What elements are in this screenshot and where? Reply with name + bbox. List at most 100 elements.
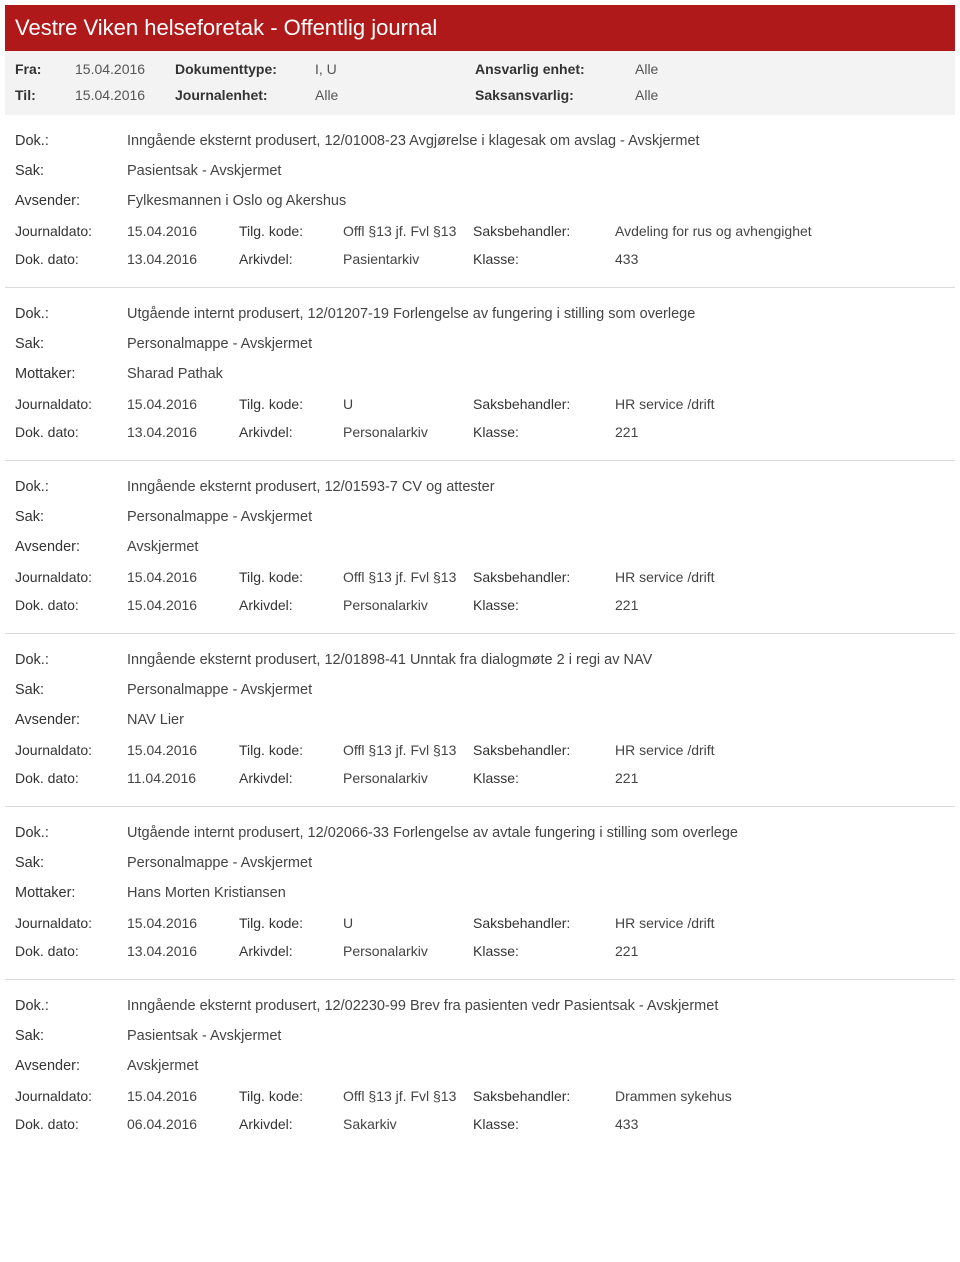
party-value: NAV Lier <box>127 712 184 728</box>
arkivdel-value: Personalarkiv <box>343 943 473 959</box>
dokdato-value: 13.04.2016 <box>127 251 239 267</box>
klasse-value: 433 <box>615 1116 945 1132</box>
dok-value: Utgående internt produsert, 12/02066-33 … <box>127 825 738 841</box>
fra-value: 15.04.2016 <box>75 61 175 77</box>
saksbehandler-value: Avdeling for rus og avhengighet <box>615 223 945 239</box>
party-value: Avskjermet <box>127 539 198 555</box>
filter-bar: Fra: 15.04.2016 Dokumenttype: I, U Ansva… <box>5 51 955 115</box>
journaldato-value: 15.04.2016 <box>127 1088 239 1104</box>
journalenhet-value: Alle <box>315 87 475 103</box>
party-value: Hans Morten Kristiansen <box>127 885 286 901</box>
doktype-label: Dokumenttype: <box>175 61 315 77</box>
journal-entry: Dok.:Utgående internt produsert, 12/0120… <box>5 288 955 461</box>
saksbehandler-value: Drammen sykehus <box>615 1088 945 1104</box>
saksansvarlig-value: Alle <box>635 87 755 103</box>
tilgkode-value: Offl §13 jf. Fvl §13 <box>343 223 473 239</box>
tilgkode-label: Tilg. kode: <box>239 742 343 758</box>
klasse-label: Klasse: <box>473 943 615 959</box>
dokdato-label: Dok. dato: <box>15 943 127 959</box>
klasse-label: Klasse: <box>473 1116 615 1132</box>
dokdato-label: Dok. dato: <box>15 1116 127 1132</box>
tilgkode-label: Tilg. kode: <box>239 915 343 931</box>
klasse-label: Klasse: <box>473 251 615 267</box>
arkivdel-value: Sakarkiv <box>343 1116 473 1132</box>
dok-label: Dok.: <box>15 133 127 149</box>
dok-label: Dok.: <box>15 306 127 322</box>
sak-label: Sak: <box>15 855 127 871</box>
journaldato-label: Journaldato: <box>15 396 127 412</box>
journal-entry: Dok.:Inngående eksternt produsert, 12/01… <box>5 461 955 634</box>
saksansvarlig-label: Saksansvarlig: <box>475 87 635 103</box>
dok-value: Utgående internt produsert, 12/01207-19 … <box>127 306 695 322</box>
dok-label: Dok.: <box>15 998 127 1014</box>
journal-entry: Dok.:Utgående internt produsert, 12/0206… <box>5 807 955 980</box>
tilgkode-label: Tilg. kode: <box>239 569 343 585</box>
journaldato-value: 15.04.2016 <box>127 915 239 931</box>
sak-value: Personalmappe - Avskjermet <box>127 336 312 352</box>
sak-value: Pasientsak - Avskjermet <box>127 163 281 179</box>
klasse-value: 221 <box>615 770 945 786</box>
sak-value: Personalmappe - Avskjermet <box>127 682 312 698</box>
tilgkode-value: Offl §13 jf. Fvl §13 <box>343 1088 473 1104</box>
dokdato-value: 15.04.2016 <box>127 597 239 613</box>
party-label: Avsender: <box>15 193 127 209</box>
saksbehandler-label: Saksbehandler: <box>473 915 615 931</box>
journaldato-label: Journaldato: <box>15 1088 127 1104</box>
saksbehandler-label: Saksbehandler: <box>473 396 615 412</box>
sak-label: Sak: <box>15 336 127 352</box>
journaldato-label: Journaldato: <box>15 742 127 758</box>
doktype-value: I, U <box>315 61 475 77</box>
tilgkode-value: Offl §13 jf. Fvl §13 <box>343 742 473 758</box>
dok-label: Dok.: <box>15 652 127 668</box>
tilgkode-label: Tilg. kode: <box>239 223 343 239</box>
journaldato-value: 15.04.2016 <box>127 742 239 758</box>
klasse-value: 433 <box>615 251 945 267</box>
arkivdel-label: Arkivdel: <box>239 1116 343 1132</box>
arkivdel-value: Personalarkiv <box>343 424 473 440</box>
party-label: Avsender: <box>15 712 127 728</box>
ansvarlig-label: Ansvarlig enhet: <box>475 61 635 77</box>
sak-label: Sak: <box>15 509 127 525</box>
klasse-value: 221 <box>615 424 945 440</box>
dok-value: Inngående eksternt produsert, 12/02230-9… <box>127 998 718 1014</box>
party-label: Mottaker: <box>15 885 127 901</box>
arkivdel-value: Personalarkiv <box>343 597 473 613</box>
arkivdel-label: Arkivdel: <box>239 943 343 959</box>
journal-page: Vestre Viken helseforetak - Offentlig jo… <box>0 0 960 1152</box>
klasse-label: Klasse: <box>473 770 615 786</box>
saksbehandler-label: Saksbehandler: <box>473 223 615 239</box>
sak-value: Personalmappe - Avskjermet <box>127 509 312 525</box>
dok-value: Inngående eksternt produsert, 12/01898-4… <box>127 652 652 668</box>
party-value: Avskjermet <box>127 1058 198 1074</box>
party-value: Sharad Pathak <box>127 366 223 382</box>
dok-value: Inngående eksternt produsert, 12/01008-2… <box>127 133 700 149</box>
tilgkode-value: U <box>343 915 473 931</box>
fra-label: Fra: <box>15 61 75 77</box>
dok-label: Dok.: <box>15 825 127 841</box>
dokdato-value: 06.04.2016 <box>127 1116 239 1132</box>
journaldato-value: 15.04.2016 <box>127 396 239 412</box>
dok-value: Inngående eksternt produsert, 12/01593-7… <box>127 479 495 495</box>
journaldato-label: Journaldato: <box>15 569 127 585</box>
klasse-value: 221 <box>615 597 945 613</box>
klasse-value: 221 <box>615 943 945 959</box>
sak-label: Sak: <box>15 1028 127 1044</box>
dokdato-label: Dok. dato: <box>15 597 127 613</box>
sak-label: Sak: <box>15 682 127 698</box>
sak-value: Pasientsak - Avskjermet <box>127 1028 281 1044</box>
dokdato-label: Dok. dato: <box>15 770 127 786</box>
entries-list: Dok.:Inngående eksternt produsert, 12/01… <box>5 115 955 1152</box>
journaldato-label: Journaldato: <box>15 223 127 239</box>
dokdato-value: 11.04.2016 <box>127 770 239 786</box>
klasse-label: Klasse: <box>473 424 615 440</box>
dokdato-value: 13.04.2016 <box>127 424 239 440</box>
party-label: Mottaker: <box>15 366 127 382</box>
arkivdel-label: Arkivdel: <box>239 770 343 786</box>
saksbehandler-label: Saksbehandler: <box>473 742 615 758</box>
tilgkode-value: Offl §13 jf. Fvl §13 <box>343 569 473 585</box>
ansvarlig-value: Alle <box>635 61 755 77</box>
klasse-label: Klasse: <box>473 597 615 613</box>
saksbehandler-value: HR service /drift <box>615 742 945 758</box>
sak-label: Sak: <box>15 163 127 179</box>
party-label: Avsender: <box>15 1058 127 1074</box>
